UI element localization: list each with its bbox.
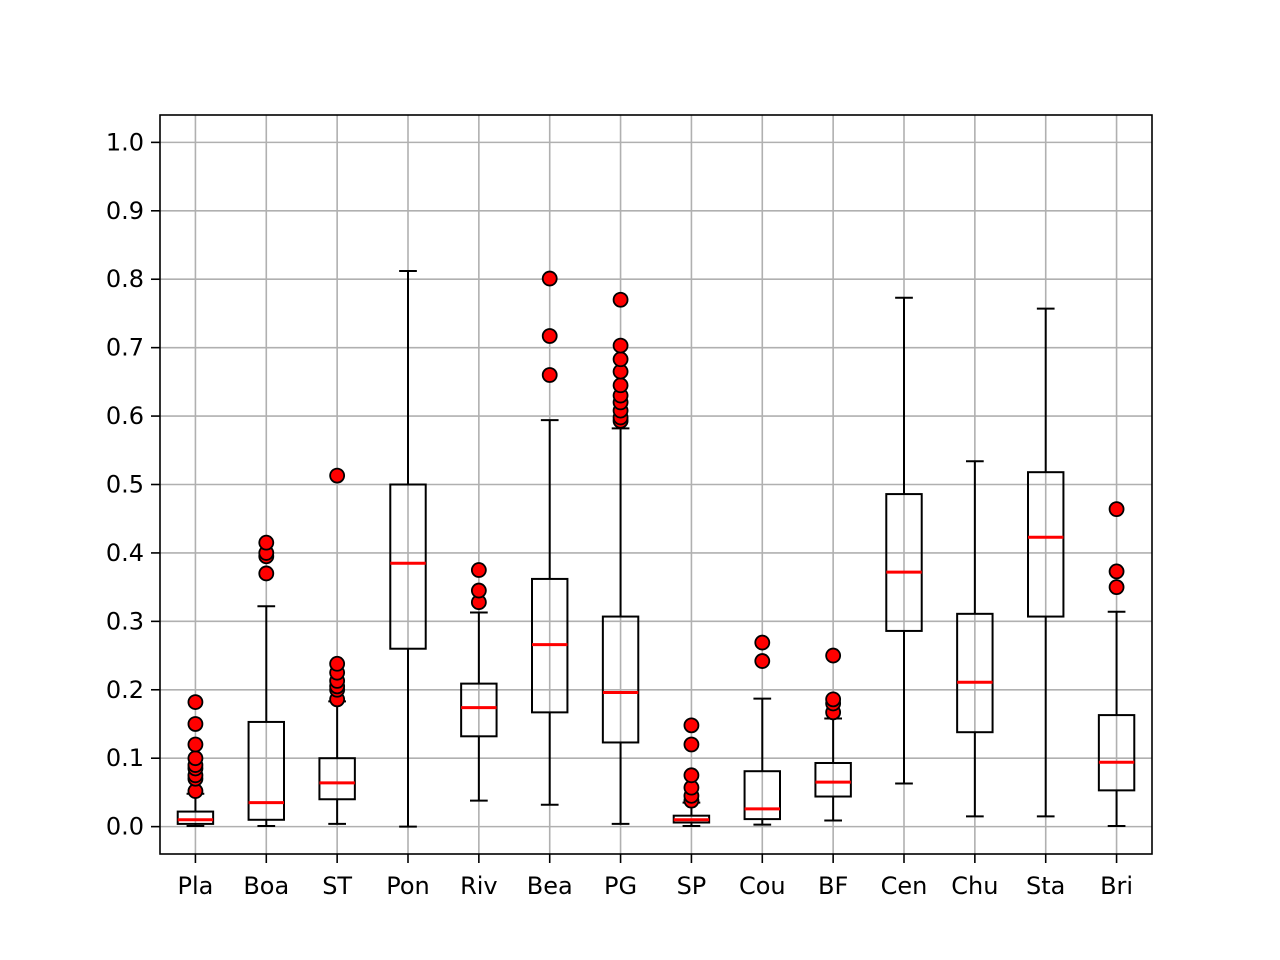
- box-cou: [743, 634, 781, 826]
- box-iqr: [743, 770, 781, 821]
- outlier-point: [612, 291, 629, 308]
- box-pon: [389, 270, 427, 828]
- outlier-point: [683, 767, 700, 784]
- box-pg: [601, 291, 640, 825]
- outlier-point: [683, 736, 700, 753]
- x-tick-label: Sta: [1026, 872, 1065, 900]
- outlier-point: [1108, 563, 1125, 580]
- y-tick-label: 0.0: [106, 813, 144, 841]
- grid-lines: [160, 115, 1152, 854]
- y-tick-label: 0.7: [106, 334, 144, 362]
- outlier-point: [825, 691, 842, 708]
- box-iqr: [247, 720, 285, 821]
- box-bri: [1097, 501, 1136, 827]
- x-tick-label: BF: [818, 872, 848, 900]
- x-tick-label: Bea: [527, 872, 573, 900]
- y-tick-label: 0.9: [106, 197, 144, 225]
- outlier-point: [258, 534, 275, 551]
- y-axis: 0.0 0.1 0.2 0.3 0.4 0.5 0.6 0.7 0.8 0.9 1.0: [106, 128, 160, 841]
- box-iqr: [885, 493, 923, 632]
- outlier-point: [612, 351, 629, 368]
- outlier-point: [612, 337, 629, 354]
- y-tick-label: 0.4: [106, 539, 144, 567]
- outlier-point: [187, 750, 204, 767]
- outlier-point: [258, 565, 275, 582]
- outlier-point: [825, 647, 842, 664]
- x-tick-label: PG: [604, 872, 637, 900]
- box-series: [176, 270, 1136, 828]
- x-tick-label: Bri: [1100, 872, 1133, 900]
- y-tick-label: 0.1: [106, 744, 144, 772]
- y-tick-label: 0.2: [106, 676, 144, 704]
- box-iqr: [176, 810, 215, 825]
- box-iqr: [1097, 714, 1136, 792]
- outlier-point: [187, 694, 204, 710]
- box-chu: [956, 460, 994, 818]
- box-iqr: [389, 483, 427, 650]
- outlier-point: [541, 328, 558, 344]
- outlier-point: [187, 736, 204, 753]
- outlier-point: [329, 655, 346, 672]
- outlier-point: [187, 716, 204, 732]
- outlier-point: [470, 582, 487, 599]
- outlier-point: [541, 367, 558, 383]
- y-tick-label: 0.8: [106, 265, 144, 293]
- x-tick-label: Riv: [460, 872, 498, 900]
- x-tick-label: SP: [677, 872, 707, 900]
- box-bf: [814, 647, 852, 822]
- outlier-point: [612, 377, 629, 394]
- y-tick-label: 0.6: [106, 402, 144, 430]
- outlier-point: [541, 270, 558, 287]
- outlier-point: [754, 634, 771, 651]
- outlier-point: [754, 653, 771, 669]
- box-sp: [672, 717, 711, 827]
- x-axis: Pla Boa ST Pon Riv Bea PG SP Cou BF Cen Chu Sta Bri: [177, 854, 1133, 900]
- box-iqr: [460, 682, 498, 738]
- box-iqr: [1027, 471, 1065, 618]
- box-iqr: [318, 757, 356, 801]
- outlier-point: [329, 467, 346, 484]
- box-st: [318, 467, 356, 825]
- outlier-point: [1108, 579, 1125, 596]
- y-tick-label: 1.0: [106, 128, 144, 156]
- box-riv: [460, 562, 498, 802]
- box-iqr: [814, 761, 852, 798]
- x-tick-label: Cou: [739, 872, 786, 900]
- box-iqr: [956, 612, 994, 734]
- box-bea: [531, 270, 569, 806]
- x-tick-label: Cen: [881, 872, 928, 900]
- x-tick-label: Pon: [386, 872, 430, 900]
- outlier-point: [470, 562, 487, 578]
- x-tick-label: Pla: [177, 872, 213, 900]
- box-pla: [176, 694, 215, 827]
- x-tick-label: Chu: [951, 872, 998, 900]
- box-iqr: [601, 615, 640, 744]
- outlier-point: [1108, 501, 1125, 518]
- y-tick-label: 0.3: [106, 607, 144, 635]
- outlier-point: [683, 717, 700, 734]
- box-boa: [247, 534, 285, 827]
- x-tick-label: ST: [322, 872, 352, 900]
- box-cen: [885, 296, 923, 785]
- y-tick-label: 0.5: [106, 471, 144, 499]
- box-sta: [1027, 307, 1065, 818]
- x-tick-label: Boa: [243, 872, 289, 900]
